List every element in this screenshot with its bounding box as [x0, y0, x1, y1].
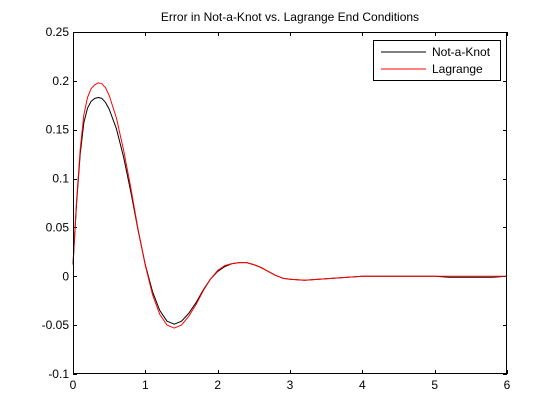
legend-label: Not-a-Knot	[432, 45, 491, 59]
y-tick-label: 0.2	[52, 74, 69, 88]
x-tick-label: 4	[359, 378, 366, 392]
y-tick-label: 0.05	[46, 220, 70, 234]
plot-area	[73, 32, 507, 374]
y-tick-label: 0.25	[46, 25, 70, 39]
x-tick-label: 3	[287, 378, 294, 392]
plot-frame	[73, 32, 507, 374]
y-axis: -0.1 -0.05 0 0.05 0.1 0.15 0.2 0.25	[42, 25, 507, 381]
legend-label: Lagrange	[432, 62, 483, 76]
y-tick-label: 0	[62, 269, 69, 283]
x-tick-label: 5	[431, 378, 438, 392]
legend-box	[373, 40, 501, 81]
legend: Not-a-Knot Lagrange	[373, 40, 501, 81]
x-tick-label: 6	[504, 378, 511, 392]
series-line-lagrange	[72, 82, 507, 329]
y-tick-label: 0.1	[52, 172, 69, 186]
x-tick-label: 2	[214, 378, 221, 392]
y-tick-label: -0.05	[42, 318, 70, 332]
chart-title: Error in Not-a-Knot vs. Lagrange End Con…	[161, 10, 419, 24]
x-axis: 0 1 2 3 4 5 6	[70, 32, 511, 392]
series-layer	[72, 82, 508, 329]
y-tick-label: -0.1	[48, 367, 69, 381]
x-tick-label: 0	[70, 378, 77, 392]
x-tick-label: 1	[142, 378, 149, 392]
y-tick-label: 0.15	[46, 123, 70, 137]
